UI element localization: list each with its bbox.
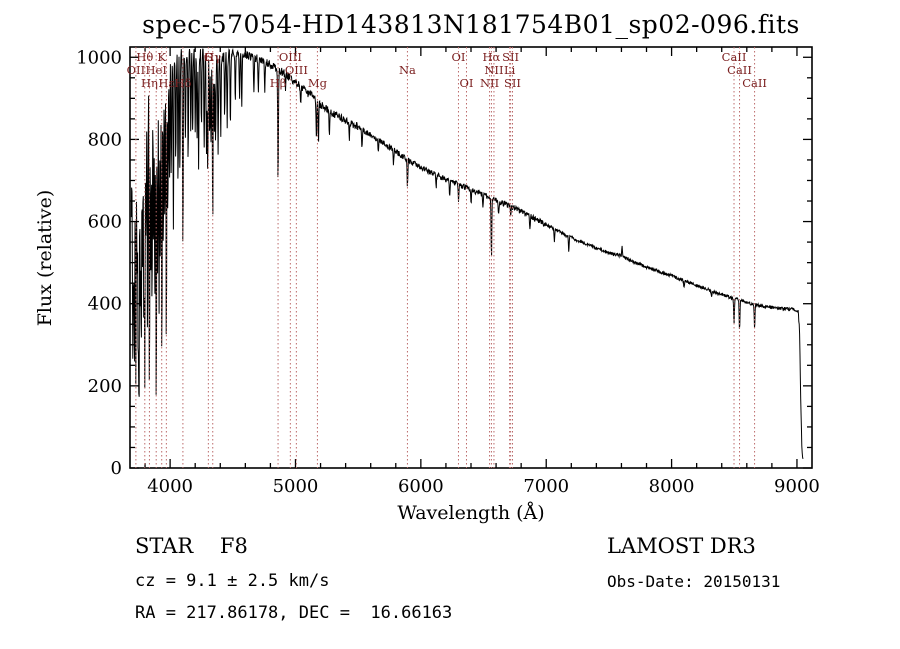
svg-text:SII: SII	[504, 76, 521, 90]
svg-text:9000: 9000	[774, 476, 820, 497]
x-axis-label: Wavelength (Å)	[397, 502, 545, 524]
svg-text:OII: OII	[127, 63, 146, 77]
svg-text:CaII: CaII	[727, 63, 752, 77]
svg-text:OI: OI	[459, 76, 473, 90]
svg-text:200: 200	[88, 376, 122, 397]
y-axis-label: Flux (relative)	[34, 189, 56, 327]
plot-title: spec-57054-HD143813N181754B01_sp02-096.f…	[142, 10, 800, 39]
radial-velocity-text: cz = 9.1 ± 2.5 km/s	[135, 571, 330, 591]
svg-text:NII: NII	[484, 63, 503, 77]
x-tick-labels: 4000 5000 6000 7000 8000 9000	[147, 476, 820, 497]
svg-text:Hθ: Hθ	[136, 50, 153, 64]
object-class-text: STAR F8	[135, 534, 248, 558]
spectral-line-markers	[135, 47, 756, 468]
svg-text:400: 400	[88, 294, 122, 315]
svg-text:5000: 5000	[273, 476, 319, 497]
svg-text:Hγ: Hγ	[204, 50, 221, 64]
svg-text:G: G	[204, 50, 213, 64]
svg-text:Hβ: Hβ	[270, 76, 287, 90]
svg-text:OI: OI	[451, 50, 465, 64]
svg-text:CaII: CaII	[722, 50, 747, 64]
spectrum-line	[130, 47, 804, 460]
svg-text:8000: 8000	[649, 476, 695, 497]
svg-text:Hη: Hη	[141, 76, 158, 90]
y-tick-labels: 0 200 400 600 800 1000	[76, 47, 122, 479]
svg-text:K: K	[157, 50, 166, 64]
svg-text:600: 600	[88, 212, 122, 233]
svg-text:Mg: Mg	[308, 76, 328, 90]
svg-text:Li: Li	[504, 63, 516, 77]
svg-text:OIII: OIII	[279, 50, 302, 64]
svg-text:Na: Na	[399, 63, 416, 77]
axis-ticks	[130, 47, 812, 469]
svg-text:4000: 4000	[147, 476, 193, 497]
svg-text:Hε: Hε	[158, 76, 174, 90]
svg-text:7000: 7000	[523, 476, 569, 497]
survey-release-text: LAMOST DR3	[607, 534, 756, 558]
svg-text:Hδ: Hδ	[174, 76, 191, 90]
svg-text:800: 800	[88, 129, 122, 150]
svg-text:6000: 6000	[398, 476, 444, 497]
ra-dec-text: RA = 217.86178, DEC = 16.66163	[135, 603, 453, 623]
svg-text:Hα: Hα	[483, 50, 501, 64]
svg-text:NII: NII	[480, 76, 499, 90]
axis-box	[129, 46, 813, 469]
svg-text:SII: SII	[502, 50, 519, 64]
svg-text:OIII: OIII	[285, 63, 308, 77]
svg-text:CaII: CaII	[742, 76, 767, 90]
svg-text:1000: 1000	[76, 47, 122, 68]
svg-text:0: 0	[111, 458, 122, 479]
obs-date-text: Obs-Date: 20150131	[607, 572, 781, 591]
svg-text:HeI: HeI	[146, 63, 167, 77]
